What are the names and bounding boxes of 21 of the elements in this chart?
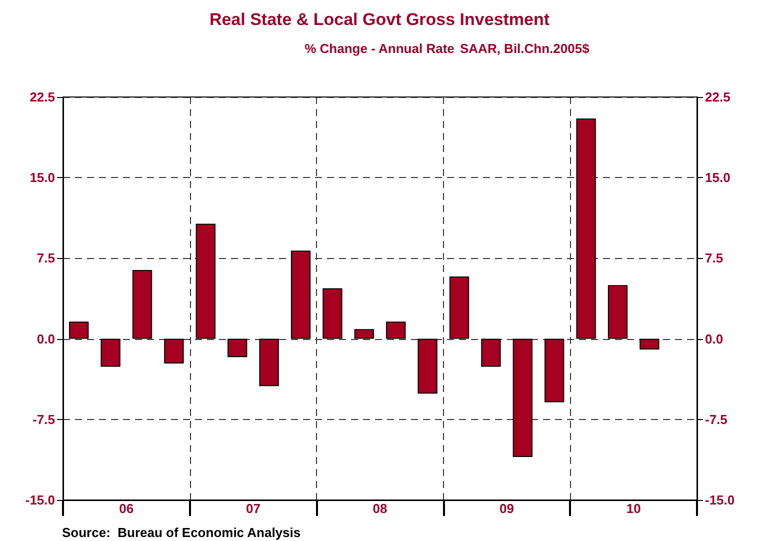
y-tick-label: -7.5 bbox=[32, 412, 55, 427]
x-tick-label: 06 bbox=[119, 501, 134, 516]
x-tick-label: 07 bbox=[246, 501, 260, 516]
x-tick-label: 08 bbox=[372, 501, 388, 516]
y2-tick-label: 15.0 bbox=[705, 170, 730, 186]
y-tick-label: 22.5 bbox=[30, 90, 55, 104]
chart-subtitle: % Change - Annual Rate bbox=[304, 41, 454, 56]
y-tick-label: 15.0 bbox=[30, 170, 55, 186]
y2-tick-label: -15.0 bbox=[705, 492, 735, 508]
text: SAAR, Bil.Chn.2005$ bbox=[460, 41, 590, 56]
y2-tick-label: 7.5 bbox=[705, 250, 724, 266]
x-tick-label: 10 bbox=[626, 501, 641, 516]
chart-title: Real State & Local Govt Gross Investment bbox=[209, 10, 550, 29]
y2-tick-label: -7.5 bbox=[705, 412, 728, 427]
y-tick-label: 7.5 bbox=[36, 250, 55, 266]
source-note: Source: Bureau of Economic Analysis bbox=[62, 525, 301, 540]
y-tick-label: -15.0 bbox=[25, 492, 55, 508]
y2-tick-label: 22.5 bbox=[705, 90, 730, 104]
y2-tick-label: 0.0 bbox=[705, 331, 724, 346]
y-tick-label: 0.0 bbox=[36, 331, 55, 346]
x-tick-label: 09 bbox=[500, 501, 514, 516]
